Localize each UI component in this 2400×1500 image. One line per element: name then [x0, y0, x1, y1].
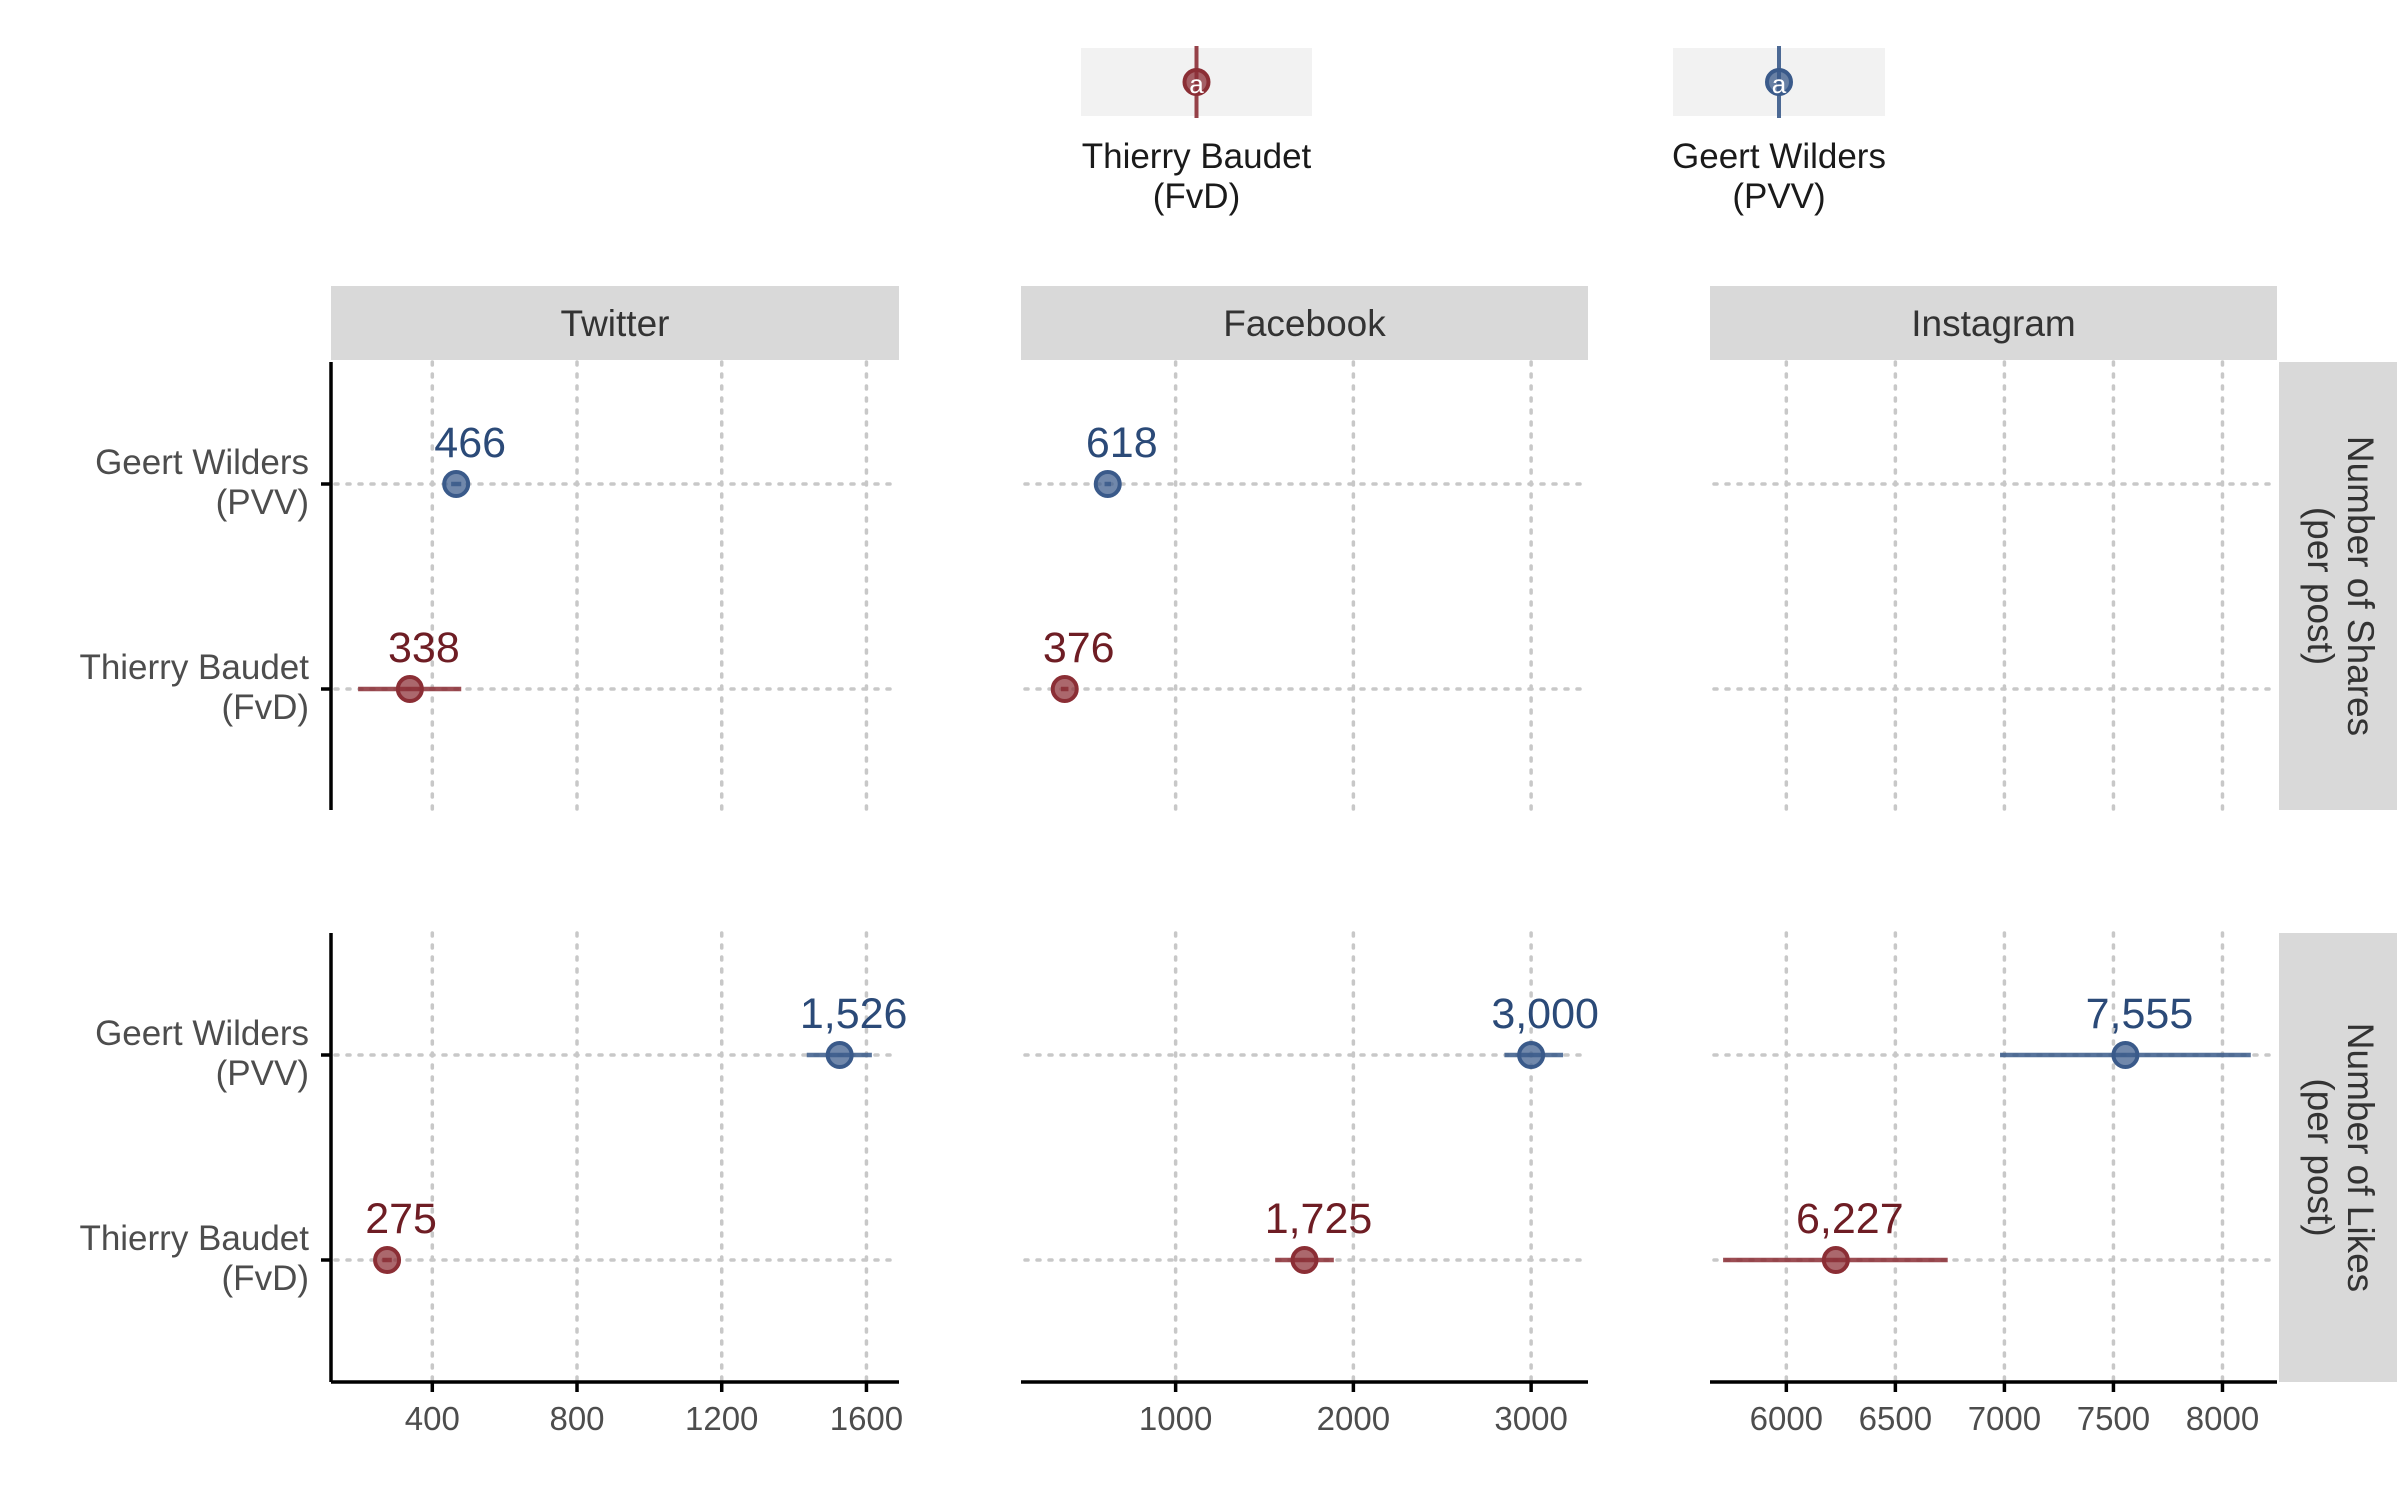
- legend-point-fvd: [1182, 68, 1211, 96]
- strip-facebook: [1021, 286, 1588, 360]
- value-labels: 466 338 618 376 1,526 275 3,000 1,725 7,555 6,227: [365, 419, 2193, 1243]
- x-tick-label-instagram: 8000: [2186, 1400, 2259, 1437]
- x-tick-label-facebook: 3000: [1494, 1400, 1567, 1437]
- y-tick-label-sub: (FvD): [222, 1259, 309, 1298]
- legend-label-fvd: Thierry Baudet: [1082, 137, 1312, 176]
- gridlines: [333, 360, 2275, 1384]
- point-likes-twitter-fvd: [373, 1246, 402, 1274]
- point-shares-facebook-fvd: [1050, 675, 1079, 703]
- x-tick-label-twitter: 400: [405, 1400, 460, 1437]
- strip-label-instagram: Instagram: [1911, 303, 2076, 344]
- x-tick-label-twitter: 1600: [830, 1400, 903, 1437]
- legend-label-pvv: Geert Wilders: [1672, 137, 1886, 176]
- strip-twitter: [331, 286, 899, 360]
- value-label-shares-twitter-pvv: 466: [434, 419, 506, 467]
- value-label-shares-facebook-pvv: 618: [1086, 419, 1158, 467]
- row-strip-label-likes: Number of Likes: [2340, 1023, 2381, 1292]
- y-tick-label-sub: (PVV): [216, 483, 309, 522]
- value-label-shares-twitter-fvd: 338: [388, 624, 460, 672]
- axes: Geert Wilders(PVV)Thierry Baudet(FvD)Gee…: [79, 362, 2277, 1437]
- y-tick-label: Geert Wilders: [95, 1014, 309, 1053]
- row-strip-likes: [2279, 933, 2397, 1382]
- point-likes-facebook-pvv: [1517, 1041, 1546, 1069]
- legend-label-sub-pvv: (PVV): [1732, 177, 1825, 216]
- row-strip-shares: [2279, 362, 2397, 810]
- point-shares-twitter-fvd: [395, 675, 424, 703]
- x-tick-label-instagram: 6000: [1750, 1400, 1823, 1437]
- point-likes-twitter-pvv: [825, 1041, 854, 1069]
- value-label-likes-facebook-pvv: 3,000: [1491, 990, 1599, 1038]
- value-label-shares-facebook-fvd: 376: [1043, 624, 1115, 672]
- point-shares-facebook-pvv: [1093, 470, 1122, 498]
- x-tick-label-facebook: 2000: [1317, 1400, 1390, 1437]
- x-tick-label-facebook: 1000: [1139, 1400, 1212, 1437]
- strip-label-twitter: Twitter: [561, 303, 670, 344]
- value-label-likes-instagram-pvv: 7,555: [2086, 990, 2194, 1038]
- x-tick-label-instagram: 7500: [2077, 1400, 2150, 1437]
- row-strip-label-sub-likes: (per post): [2300, 1078, 2341, 1236]
- point-likes-facebook-fvd: [1290, 1246, 1319, 1274]
- x-tick-label-twitter: 800: [549, 1400, 604, 1437]
- point-shares-twitter-pvv: [442, 470, 471, 498]
- value-label-likes-instagram-fvd: 6,227: [1796, 1195, 1904, 1243]
- row-strip-label-sub-shares: (per post): [2300, 507, 2341, 665]
- row-strip-label-shares: Number of Shares: [2340, 436, 2381, 736]
- y-tick-label: Geert Wilders: [95, 443, 309, 482]
- value-label-likes-twitter-fvd: 275: [365, 1195, 437, 1243]
- y-tick-label-sub: (FvD): [222, 688, 309, 727]
- x-tick-label-instagram: 6500: [1859, 1400, 1932, 1437]
- legend-label-sub-fvd: (FvD): [1153, 177, 1240, 216]
- x-tick-label-twitter: 1200: [685, 1400, 758, 1437]
- strip-label-facebook: Facebook: [1223, 303, 1386, 344]
- value-label-likes-twitter-pvv: 1,526: [800, 990, 908, 1038]
- y-tick-label: Thierry Baudet: [79, 1219, 309, 1258]
- data-marks: [358, 470, 2251, 1274]
- strip-instagram: [1710, 286, 2277, 360]
- point-likes-instagram-pvv: [2111, 1041, 2140, 1069]
- facet-strips: Twitter Facebook Instagram Number of Shares…: [331, 286, 2397, 1382]
- y-tick-label: Thierry Baudet: [79, 648, 309, 687]
- legend-glyph-pvv: a: [1772, 69, 1787, 99]
- legend-glyph-fvd: a: [1189, 69, 1204, 99]
- y-tick-label-sub: (PVV): [216, 1054, 309, 1093]
- x-tick-label-instagram: 7000: [1968, 1400, 2041, 1437]
- point-likes-instagram-fvd: [1821, 1246, 1850, 1274]
- legend-point-pvv: [1765, 68, 1793, 96]
- value-label-likes-facebook-fvd: 1,725: [1265, 1195, 1373, 1243]
- legend: a Thierry Baudet(FvD) a Geert Wilders(PVV): [1081, 46, 1886, 216]
